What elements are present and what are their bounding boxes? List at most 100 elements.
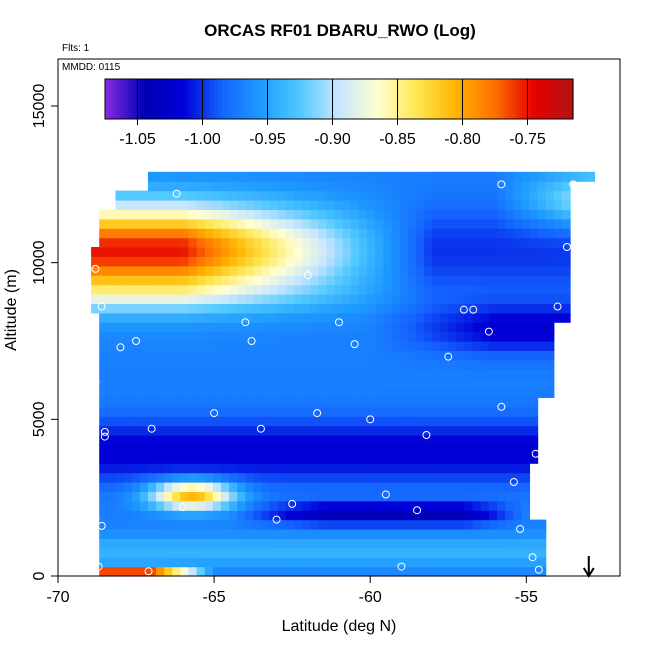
heatmap-cell <box>285 482 295 492</box>
heatmap-cell <box>529 416 539 427</box>
heatmap-cell <box>253 444 263 455</box>
heatmap-cell <box>196 425 206 436</box>
heatmap-cell <box>391 378 401 389</box>
heatmap-cell <box>375 312 384 323</box>
heatmap-cell <box>156 538 165 549</box>
heatmap-cell <box>432 341 441 351</box>
heatmap-cell <box>147 256 157 267</box>
heatmap-cell <box>164 566 173 577</box>
heatmap-cell <box>432 350 441 361</box>
heatmap-cell <box>432 444 441 455</box>
heatmap-cell <box>334 359 344 370</box>
heatmap-cell <box>407 547 417 558</box>
heatmap-cell <box>326 529 336 539</box>
heatmap-cell <box>212 190 222 201</box>
heatmap-cell <box>326 538 336 549</box>
heatmap-cell <box>245 538 255 549</box>
heatmap-cell <box>391 359 401 370</box>
heatmap-cell <box>399 294 409 304</box>
heatmap-cell <box>285 519 295 530</box>
heatmap-cell <box>204 218 214 229</box>
heatmap-cell <box>302 256 311 267</box>
colorbar-swatch <box>159 79 165 119</box>
heatmap-cell <box>391 519 401 530</box>
heatmap-cell <box>285 538 295 549</box>
heatmap-cell <box>229 303 238 314</box>
heatmap-cell <box>513 247 522 257</box>
heatmap-cell <box>407 519 417 530</box>
heatmap-cell <box>131 491 141 502</box>
heatmap-cell <box>521 247 531 257</box>
heatmap-cell <box>188 463 198 474</box>
heatmap-cell <box>423 200 433 210</box>
heatmap-cell <box>391 472 401 483</box>
heatmap-cell <box>188 482 198 492</box>
heatmap-cell <box>139 510 149 521</box>
heatmap-cell <box>237 265 246 276</box>
heatmap-cell <box>164 378 173 389</box>
heatmap-cell <box>115 510 125 521</box>
heatmap-cell <box>529 378 539 389</box>
heatmap-cell <box>432 200 441 210</box>
heatmap-cell <box>180 350 190 361</box>
heatmap-cell <box>505 275 514 286</box>
heatmap-cell <box>545 303 555 314</box>
heatmap-cell <box>350 463 360 474</box>
heatmap-cell <box>480 275 490 286</box>
heatmap-cell <box>229 566 238 577</box>
colorbar-swatch <box>296 79 301 119</box>
heatmap-cell <box>212 200 222 210</box>
heatmap-cell <box>115 519 125 530</box>
heatmap-cell <box>521 425 531 436</box>
heatmap-cell <box>196 416 206 427</box>
heatmap-cell <box>521 359 531 370</box>
heatmap-cell <box>326 303 336 314</box>
flights-label: Flts: 1 <box>62 43 90 54</box>
heatmap-cell <box>188 350 198 361</box>
heatmap-cell <box>432 510 441 521</box>
heatmap-cell <box>196 294 206 304</box>
heatmap-cell <box>310 388 319 398</box>
heatmap-cell <box>383 237 393 248</box>
heatmap-cell <box>358 566 368 577</box>
heatmap-cell <box>342 256 352 267</box>
heatmap-cell <box>423 538 433 549</box>
heatmap-cell <box>237 200 246 210</box>
observation-point <box>516 525 525 533</box>
colorbar-swatch <box>471 79 477 119</box>
heatmap-cell <box>521 388 531 398</box>
heatmap-cell <box>399 303 409 314</box>
heatmap-cell <box>537 190 547 201</box>
heatmap-cell <box>326 256 336 267</box>
heatmap-cell <box>488 312 498 323</box>
heatmap-cell <box>310 237 319 248</box>
heatmap-cell <box>496 209 506 220</box>
heatmap-cell <box>342 200 352 210</box>
heatmap-cell <box>480 557 490 568</box>
heatmap-cell <box>391 256 401 267</box>
heatmap-cell <box>545 359 555 370</box>
heatmap-cell <box>172 538 181 549</box>
heatmap-cell <box>334 491 344 502</box>
heatmap-cell <box>269 538 279 549</box>
heatmap-cell <box>448 209 457 220</box>
heatmap-cell <box>115 247 125 257</box>
heatmap-cell <box>196 284 206 295</box>
heatmap-cell <box>107 294 117 304</box>
heatmap-cell <box>188 369 198 380</box>
x-axis: -70 -65 -60 -55 <box>46 576 538 606</box>
heatmap-cell <box>147 397 157 408</box>
heatmap-cell <box>375 510 384 521</box>
heatmap-cell <box>415 359 425 370</box>
heatmap-cell <box>310 491 319 502</box>
heatmap-cell <box>350 388 360 398</box>
heatmap-cell <box>448 218 457 229</box>
heatmap-cell <box>407 190 417 201</box>
heatmap-cell <box>391 341 401 351</box>
heatmap-cell <box>480 200 490 210</box>
heatmap-cell <box>269 237 279 248</box>
heatmap-cell <box>513 482 522 492</box>
heatmap-cell <box>180 547 190 558</box>
heatmap-cell <box>423 406 433 417</box>
heatmap-cell <box>123 453 133 464</box>
